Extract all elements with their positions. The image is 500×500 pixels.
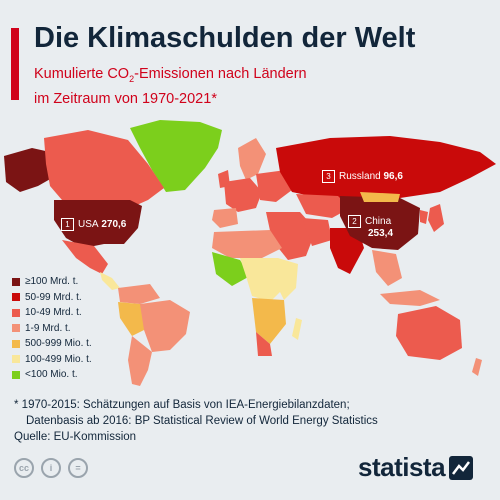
mongolia — [360, 192, 400, 202]
iran — [302, 218, 332, 246]
legend-item: ≥100 Mrd. t. — [12, 274, 92, 290]
footnote: * 1970-2015: Schätzungen auf Basis von I… — [14, 399, 378, 443]
legend-item: <100 Mio. t. — [12, 367, 92, 383]
indonesia — [380, 290, 440, 306]
se-asia — [372, 250, 402, 286]
new-zealand — [472, 358, 482, 376]
western-europe — [224, 178, 262, 212]
central-america — [100, 272, 120, 290]
korea — [420, 210, 428, 224]
label-russia: 3 Russland 96,6 — [322, 170, 403, 183]
world-map — [4, 120, 496, 386]
colombia-venezuela — [118, 284, 160, 304]
kazakhstan — [296, 194, 350, 218]
statista-logo[interactable]: statista — [358, 452, 474, 483]
canada — [44, 130, 164, 208]
attribution-icon[interactable]: i — [41, 458, 61, 478]
legend-item: 1-9 Mrd. t. — [12, 321, 92, 337]
legend-item: 10-49 Mrd. t. — [12, 305, 92, 321]
alaska — [4, 148, 52, 192]
label-usa: 1 USA 270,6 — [61, 218, 126, 231]
subtitle: Kumulierte CO2-Emissionen nach Ländern i… — [34, 66, 307, 107]
usa — [54, 200, 142, 248]
japan — [428, 204, 444, 232]
license-icons: cc i = — [14, 458, 88, 478]
accent-bar — [11, 28, 19, 100]
iberia — [212, 208, 238, 228]
legend-item: 50-99 Mrd. t. — [12, 290, 92, 306]
statista-logo-icon — [449, 455, 474, 480]
legend-item: 100-499 Mio. t. — [12, 352, 92, 368]
greenland — [130, 120, 222, 192]
peru-bolivia — [118, 302, 144, 336]
south-africa — [256, 332, 272, 356]
uk — [218, 170, 230, 188]
no-derivatives-icon[interactable]: = — [68, 458, 88, 478]
scandinavia — [238, 138, 266, 180]
label-china-value: 253,4 — [368, 228, 394, 239]
southern-africa — [252, 298, 286, 344]
australia — [396, 306, 462, 360]
page-title: Die Klimaschulden der Welt — [34, 22, 416, 54]
east-africa — [276, 258, 298, 300]
madagascar — [292, 318, 302, 340]
india — [330, 228, 364, 274]
central-africa — [240, 258, 288, 302]
mexico — [62, 240, 108, 274]
brazil — [138, 300, 190, 352]
source: Quelle: EU-Kommission — [14, 431, 137, 443]
label-china: 2 China — [348, 215, 391, 228]
north-africa — [212, 230, 282, 258]
west-africa — [212, 252, 250, 286]
russia — [276, 136, 496, 200]
legend-item: 500-999 Mio. t. — [12, 336, 92, 352]
legend: ≥100 Mrd. t. 50-99 Mrd. t. 10-49 Mrd. t.… — [12, 274, 92, 383]
argentina-chile — [128, 336, 152, 386]
eastern-europe — [256, 170, 292, 202]
cc-icon[interactable]: cc — [14, 458, 34, 478]
china — [340, 196, 420, 250]
